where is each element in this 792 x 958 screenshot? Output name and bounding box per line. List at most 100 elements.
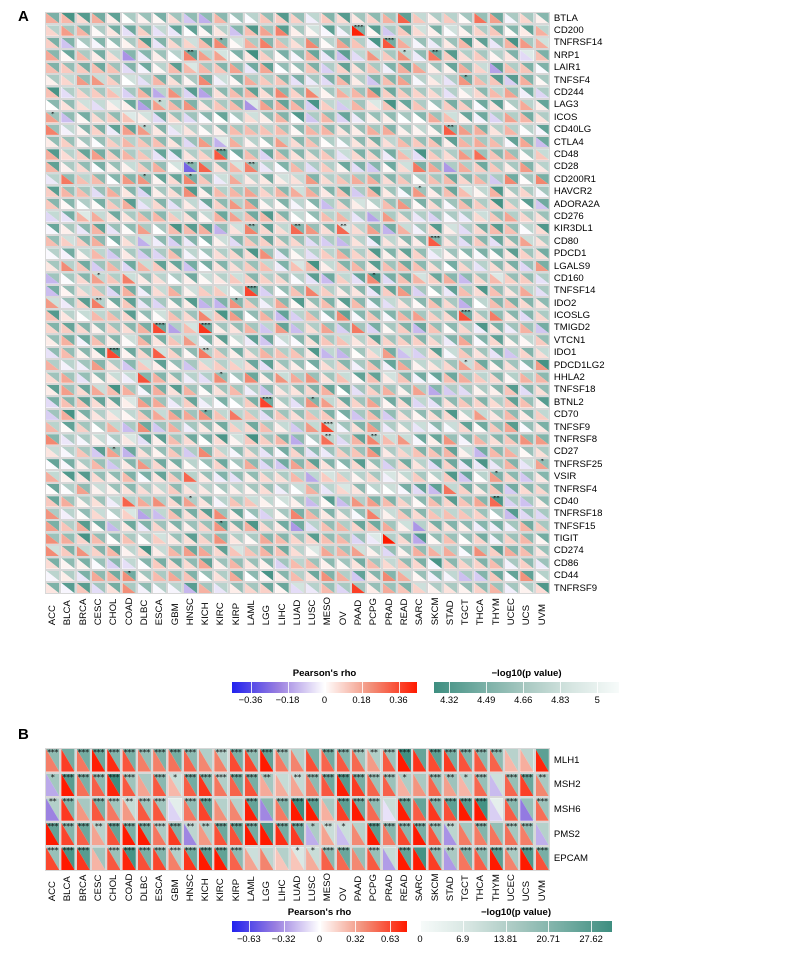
heatmap-cell <box>458 136 473 148</box>
heatmap-cell <box>427 545 442 557</box>
heatmap-cell <box>121 124 136 136</box>
panel-a-letter: A <box>18 8 29 25</box>
heatmap-cell <box>183 285 198 297</box>
heatmap-cell <box>137 458 152 470</box>
heatmap-cell <box>183 322 198 334</box>
heatmap-cell <box>229 161 244 173</box>
heatmap-cell <box>382 446 397 458</box>
heatmap-cell <box>183 136 198 148</box>
heatmap-cell <box>198 173 213 185</box>
heatmap-cell <box>106 334 121 346</box>
heatmap-cell <box>45 124 60 136</box>
heatmap-cell <box>229 570 244 582</box>
heatmap-cell <box>91 532 106 544</box>
heatmap-cell <box>290 433 305 445</box>
heatmap-cell <box>427 260 442 272</box>
heatmap-cell <box>213 322 228 334</box>
heatmap-cell <box>183 557 198 569</box>
heatmap-cell <box>535 124 550 136</box>
heatmap-cell <box>320 570 335 582</box>
heatmap-cell <box>412 37 427 49</box>
heatmap-cell <box>213 86 228 98</box>
heatmap-cell <box>152 74 167 86</box>
cancer-type-label: UVM <box>537 597 548 625</box>
heatmap-cell <box>473 359 488 371</box>
heatmap-cell <box>473 37 488 49</box>
heatmap-cell <box>152 260 167 272</box>
heatmap-cell <box>489 210 504 222</box>
gene-label: TNFRSF4 <box>554 483 605 495</box>
gene-label: CD80 <box>554 235 605 247</box>
heatmap-cell <box>320 86 335 98</box>
heatmap-cell <box>121 272 136 284</box>
heatmap-cell <box>412 173 427 185</box>
heatmap-cell <box>121 309 136 321</box>
heatmap-cell <box>91 570 106 582</box>
heatmap-cell <box>427 359 442 371</box>
heatmap-cell <box>229 470 244 482</box>
heatmap-cell <box>473 334 488 346</box>
heatmap-cell <box>320 409 335 421</box>
heatmap-cell <box>320 124 335 136</box>
heatmap-cell <box>473 520 488 532</box>
heatmap-cell <box>259 495 274 507</box>
heatmap-cell <box>535 495 550 507</box>
heatmap-cell <box>458 148 473 160</box>
heatmap-cell <box>412 24 427 36</box>
heatmap-cell <box>366 235 381 247</box>
heatmap-cell <box>305 86 320 98</box>
heatmap-cell <box>274 421 289 433</box>
heatmap-cell <box>45 371 60 383</box>
heatmap-cell <box>183 86 198 98</box>
heatmap-cell <box>519 495 534 507</box>
heatmap-cell <box>473 470 488 482</box>
heatmap-cell <box>45 470 60 482</box>
heatmap-cell <box>76 99 91 111</box>
heatmap-cell <box>382 210 397 222</box>
heatmap-cell <box>427 470 442 482</box>
heatmap-cell <box>412 384 427 396</box>
heatmap-cell <box>290 748 305 773</box>
heatmap-cell <box>45 359 60 371</box>
heatmap-cell <box>152 247 167 259</box>
colorbar-tick <box>523 682 524 693</box>
heatmap-cell <box>290 285 305 297</box>
heatmap-cell <box>366 483 381 495</box>
colorbar-tick <box>399 682 400 693</box>
heatmap-cell <box>427 111 442 123</box>
heatmap-cell <box>489 309 504 321</box>
heatmap-cell <box>229 235 244 247</box>
heatmap-cell <box>535 111 550 123</box>
heatmap-cell <box>213 99 228 111</box>
heatmap-cell <box>106 557 121 569</box>
heatmap-cell <box>76 347 91 359</box>
heatmap-cell <box>76 470 91 482</box>
heatmap-cell <box>397 409 412 421</box>
heatmap-cell <box>60 309 75 321</box>
heatmap-cell <box>519 161 534 173</box>
heatmap-cell <box>351 161 366 173</box>
heatmap-cell <box>351 223 366 235</box>
heatmap-cell <box>274 99 289 111</box>
heatmap-cell <box>259 458 274 470</box>
heatmap-cell <box>473 483 488 495</box>
heatmap-cell <box>427 74 442 86</box>
heatmap-cell <box>412 74 427 86</box>
heatmap-cell <box>519 582 534 594</box>
heatmap-cell <box>458 297 473 309</box>
heatmap-cell <box>274 334 289 346</box>
heatmap-cell <box>366 124 381 136</box>
heatmap-cell <box>121 347 136 359</box>
heatmap-cell <box>366 185 381 197</box>
heatmap-cell <box>106 161 121 173</box>
heatmap-cell <box>183 223 198 235</box>
heatmap-cell <box>519 433 534 445</box>
heatmap-cell <box>91 520 106 532</box>
heatmap-cell: *** <box>91 773 106 798</box>
heatmap-cell <box>259 582 274 594</box>
heatmap-cell <box>412 272 427 284</box>
heatmap-cell: * <box>366 272 381 284</box>
panel-b-heatmap: *** *** *** *** *** *** *** *** *** *** *** *** *** *… <box>45 748 550 871</box>
heatmap-cell <box>167 210 182 222</box>
heatmap-cell: *** <box>183 773 198 798</box>
